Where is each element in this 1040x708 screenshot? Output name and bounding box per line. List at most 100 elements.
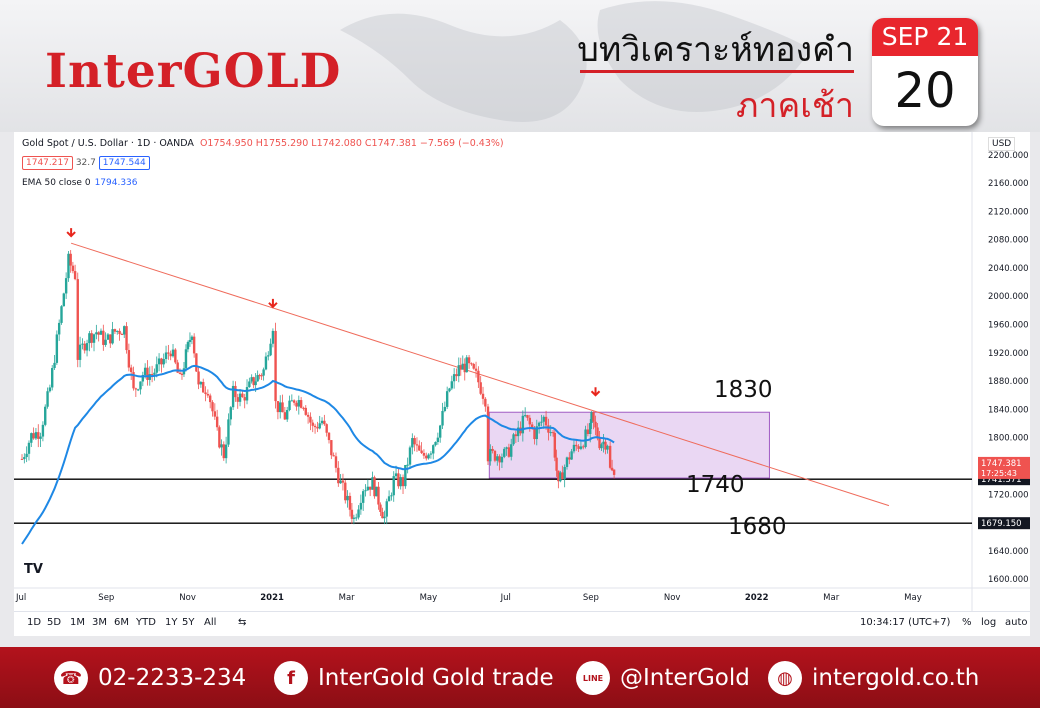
footer-contact-bar: ☎ 02-2233-234 f InterGold Gold trade LINE @… — [0, 647, 1040, 708]
x-tick-label: Jul — [15, 593, 26, 603]
candle-body — [129, 367, 133, 373]
candle-body — [288, 400, 291, 411]
chart-header: Gold Spot / U.S. Dollar · 1D · OANDA O17… — [22, 138, 507, 149]
timeframe-all[interactable]: All — [204, 617, 217, 628]
candle-body — [366, 486, 370, 491]
candle-body — [375, 486, 378, 497]
bid-price[interactable]: 1747.217 — [22, 156, 73, 170]
price-chart[interactable]: 2200.000 2160.000 2120.000 2080.000 2040.000… — [14, 132, 1030, 611]
candle-body — [477, 370, 480, 383]
candle-body — [104, 339, 107, 345]
candle-body — [160, 358, 163, 365]
candle-body — [563, 466, 566, 480]
timeframe-ytd[interactable]: YTD — [136, 617, 156, 628]
candle-body — [596, 427, 599, 439]
symbol-label[interactable]: Gold Spot / U.S. Dollar · 1D · OANDA — [22, 138, 194, 149]
calendar-icon: SEP 21 20 — [872, 18, 978, 126]
timeframe-5d[interactable]: 5D — [47, 617, 62, 628]
candle-body — [325, 424, 328, 433]
candle-body — [248, 381, 251, 388]
candle-body — [111, 329, 114, 344]
candle-body — [262, 369, 265, 376]
candle-body — [78, 344, 82, 360]
candle-body — [355, 517, 358, 519]
candle-body — [192, 336, 196, 354]
candle-body — [544, 416, 548, 426]
indicator-value: 1794.336 — [94, 178, 138, 188]
candle-body — [337, 467, 340, 484]
candle-body — [57, 322, 61, 335]
candle-body — [493, 450, 497, 461]
chart-panel[interactable]: 2200.000 2160.000 2120.000 2080.000 2040.000… — [14, 132, 1030, 635]
globe-icon: ◍ — [768, 661, 802, 695]
candle-body — [397, 473, 400, 487]
candle-body — [604, 441, 607, 450]
timeframe-5y[interactable]: 5Y — [182, 617, 195, 628]
candle-body — [390, 495, 393, 497]
candle-body — [290, 400, 294, 402]
timeframe-1y[interactable]: 1Y — [165, 617, 178, 628]
line-icon: LINE — [576, 661, 610, 695]
candle-body — [510, 444, 513, 457]
y-tick-label: 1880.000 — [988, 377, 1029, 387]
descending-trendline — [70, 242, 890, 507]
bar-countdown-label: 17:25:43 — [981, 469, 1017, 478]
candle-body — [139, 381, 142, 390]
timeframe-1m[interactable]: 1M — [70, 617, 85, 628]
website-contact[interactable]: ◍ intergold.co.th — [768, 661, 979, 695]
log-toggle[interactable]: log — [981, 617, 997, 628]
candle-body — [610, 467, 614, 471]
candle-body — [99, 330, 103, 335]
phone-contact[interactable]: ☎ 02-2233-234 — [54, 661, 246, 695]
candle-body — [401, 477, 405, 487]
candle-body — [530, 424, 534, 429]
candle-body — [62, 293, 66, 307]
indicator-label[interactable]: EMA 50 close 0 — [22, 178, 91, 188]
compare-icon[interactable]: ⇆ — [238, 617, 247, 628]
candle-body — [341, 480, 345, 483]
candle-body — [516, 427, 520, 437]
percent-toggle[interactable]: % — [962, 617, 972, 628]
candle-body — [334, 456, 338, 468]
candle-body — [285, 410, 289, 420]
candle-body — [206, 393, 210, 396]
candle-body — [190, 336, 194, 340]
auto-toggle[interactable]: auto — [1005, 617, 1028, 628]
timeframe-3m[interactable]: 3M — [92, 617, 107, 628]
candle-body — [474, 368, 478, 371]
down-arrow-icon — [590, 387, 601, 397]
candle-body — [404, 465, 407, 487]
line-contact[interactable]: LINE @InterGold — [576, 661, 750, 695]
candle-body — [267, 355, 270, 357]
candle-body — [169, 353, 172, 357]
candle-body — [422, 453, 426, 456]
facebook-contact[interactable]: f InterGold Gold trade — [274, 661, 554, 695]
timeframe-1d[interactable]: 1D — [27, 617, 42, 628]
candle-body — [470, 363, 473, 365]
candle-body — [523, 415, 527, 417]
world-map-background — [340, 1, 810, 122]
candle-body — [327, 432, 331, 441]
currency-selector[interactable]: USD — [988, 137, 1016, 151]
candle-body — [276, 401, 280, 413]
candle-body — [361, 491, 365, 503]
y-tick-label: 2120.000 — [988, 207, 1029, 217]
candle-body — [215, 416, 219, 428]
candle-body — [371, 477, 374, 490]
timeframe-6m[interactable]: 6M — [114, 617, 129, 628]
candle-body — [481, 393, 485, 399]
candle-body — [415, 444, 419, 446]
candle-body — [357, 509, 360, 518]
candle-body — [555, 457, 558, 471]
ask-price[interactable]: 1747.544 — [98, 156, 150, 170]
candle-body — [489, 448, 492, 462]
clock-time[interactable]: 10:34:17 (UTC+7) — [860, 617, 951, 628]
bid-ask-row: 1747.217 32.7 1747.544 — [22, 156, 150, 170]
candle-body — [227, 419, 230, 445]
candle-body — [364, 490, 367, 492]
candle-body — [236, 397, 239, 402]
candle-body — [134, 388, 138, 390]
candle-body — [503, 448, 506, 457]
tradingview-logo-icon[interactable]: TV — [24, 562, 43, 577]
candle-body — [32, 433, 35, 439]
